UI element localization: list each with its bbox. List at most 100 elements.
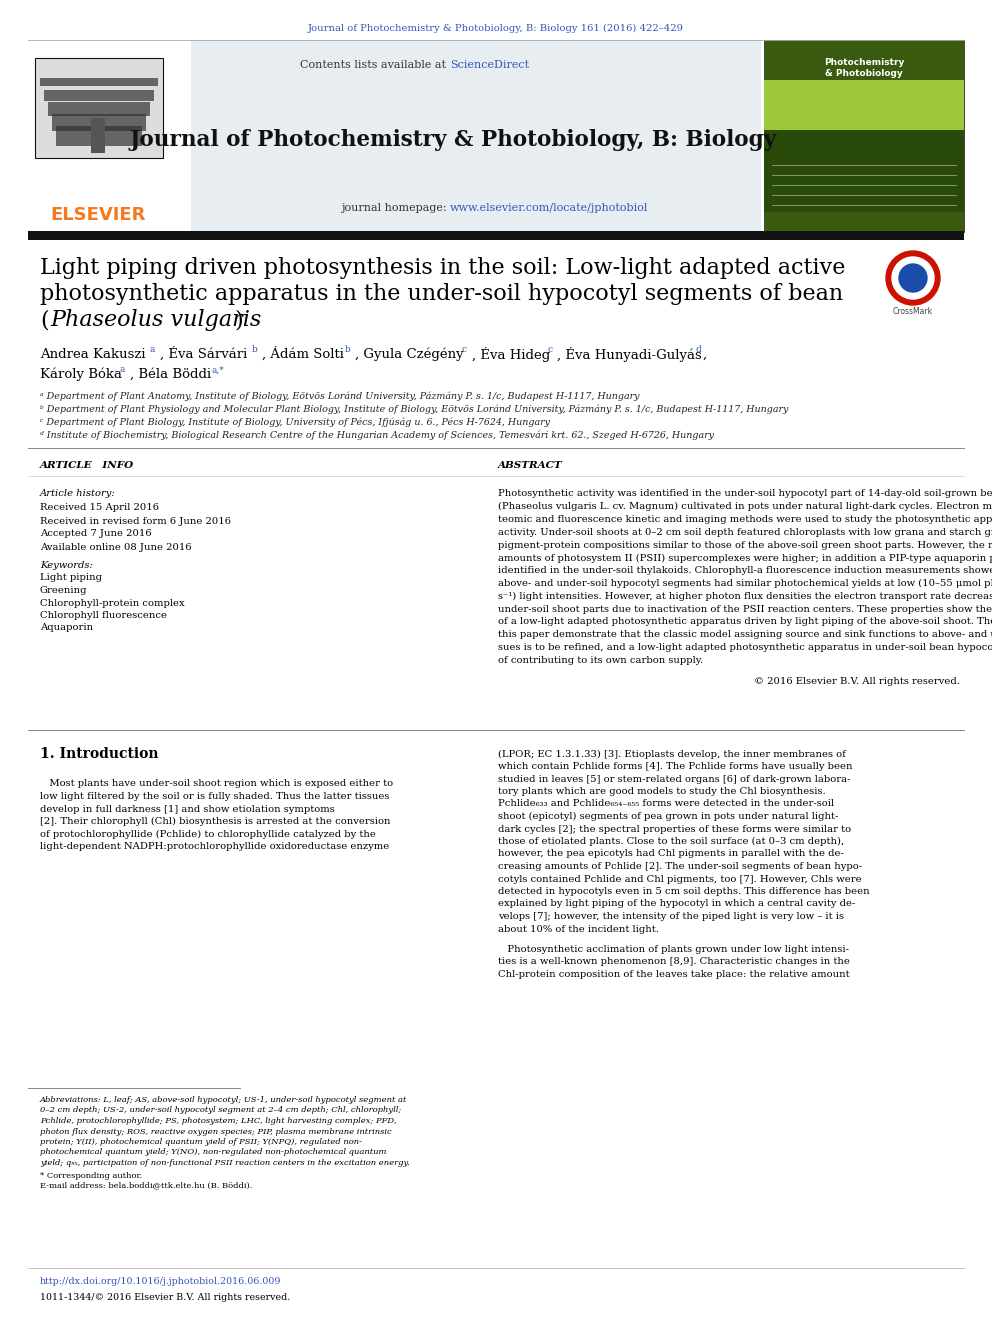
Text: identified in the under-soil thylakoids. Chlorophyll-a fluorescence induction me: identified in the under-soil thylakoids.…	[498, 566, 992, 576]
Text: Chlorophyll-protein complex: Chlorophyll-protein complex	[40, 598, 185, 607]
Text: of protochlorophyllide (Pchlide) to chlorophyllide catalyzed by the: of protochlorophyllide (Pchlide) to chlo…	[40, 830, 376, 839]
Text: those of etiolated plants. Close to the soil surface (at 0–3 cm depth),: those of etiolated plants. Close to the …	[498, 837, 844, 847]
Text: Phaseolus vulgaris: Phaseolus vulgaris	[50, 310, 261, 331]
Text: Andrea Kakuszi: Andrea Kakuszi	[40, 348, 146, 360]
Text: ᶜ Department of Plant Biology, Institute of Biology, University of Pécs, Ifjúság: ᶜ Department of Plant Biology, Institute…	[40, 417, 550, 427]
Text: Photosynthetic acclimation of plants grown under low light intensi-: Photosynthetic acclimation of plants gro…	[498, 945, 849, 954]
Bar	[48, 102, 150, 116]
Text: ScienceDirect: ScienceDirect	[450, 60, 529, 70]
Text: ᵃ Department of Plant Anatomy, Institute of Biology, Eötvös Loránd University, P: ᵃ Department of Plant Anatomy, Institute…	[40, 392, 640, 401]
Text: b: b	[252, 345, 258, 355]
Text: c: c	[462, 345, 467, 355]
Text: Abbreviations: L, leaf; AS, above-soil hypocotyl; US-1, under-soil hypocotyl seg: Abbreviations: L, leaf; AS, above-soil h…	[40, 1095, 408, 1103]
Text: , Éva Hunyadi-Gulyás: , Éva Hunyadi-Gulyás	[557, 347, 701, 361]
Text: Greening: Greening	[40, 586, 87, 595]
Text: a,*: a,*	[211, 365, 224, 374]
Text: Available online 08 June 2016: Available online 08 June 2016	[40, 542, 191, 552]
Text: develop in full darkness [1] and show etiolation symptoms: develop in full darkness [1] and show et…	[40, 804, 334, 814]
Text: journal homepage:: journal homepage:	[341, 202, 450, 213]
Text: Light piping driven photosynthesis in the soil: Low-light adapted active: Light piping driven photosynthesis in th…	[40, 257, 845, 279]
Bar	[764, 79, 964, 169]
Text: studied in leaves [5] or stem-related organs [6] of dark-grown labora-: studied in leaves [5] or stem-related or…	[498, 774, 850, 783]
Text: Journal of Photochemistry & Photobiology, B: Biology 161 (2016) 422–429: Journal of Photochemistry & Photobiology…	[308, 24, 684, 33]
Text: under-soil shoot parts due to inactivation of the PSII reaction centers. These p: under-soil shoot parts due to inactivati…	[498, 605, 992, 614]
Text: , Gyula Czégény: , Gyula Czégény	[355, 347, 463, 361]
Text: pigment-protein compositions similar to those of the above-soil green shoot part: pigment-protein compositions similar to …	[498, 541, 992, 549]
Text: explained by light piping of the hypocotyl in which a central cavity de-: explained by light piping of the hypocot…	[498, 900, 855, 909]
Text: Received 15 April 2016: Received 15 April 2016	[40, 504, 159, 512]
Text: of contributing to its own carbon supply.: of contributing to its own carbon supply…	[498, 656, 703, 665]
Text: Most plants have under-soil shoot region which is exposed either to: Most plants have under-soil shoot region…	[40, 779, 393, 789]
Text: © 2016 Elsevier B.V. All rights reserved.: © 2016 Elsevier B.V. All rights reserved…	[754, 676, 960, 685]
Text: c: c	[547, 345, 553, 355]
Text: CrossMark: CrossMark	[893, 307, 933, 316]
Text: detected in hypocotyls even in 5 cm soil depths. This difference has been: detected in hypocotyls even in 5 cm soil…	[498, 886, 870, 896]
Text: E-mail address: bela.boddi@ttk.elte.hu (B. Böddi).: E-mail address: bela.boddi@ttk.elte.hu (…	[40, 1181, 252, 1189]
Text: Aquaporin: Aquaporin	[40, 623, 93, 632]
Text: creasing amounts of Pchlide [2]. The under-soil segments of bean hypo-: creasing amounts of Pchlide [2]. The und…	[498, 863, 862, 871]
Bar	[764, 130, 964, 212]
Text: ᵈ Institute of Biochemistry, Biological Research Centre of the Hungarian Academy: ᵈ Institute of Biochemistry, Biological …	[40, 430, 714, 439]
Text: cotyls contained Pchlide and Chl pigments, too [7]. However, Chls were: cotyls contained Pchlide and Chl pigment…	[498, 875, 862, 884]
Text: ,: ,	[703, 348, 707, 360]
Text: Chlorophyll fluorescence: Chlorophyll fluorescence	[40, 611, 167, 620]
Bar	[28, 40, 191, 232]
Bar	[28, 40, 761, 232]
Text: Keywords:: Keywords:	[40, 561, 93, 569]
Text: [2]. Their chlorophyll (Chl) biosynthesis is arrested at the conversion: [2]. Their chlorophyll (Chl) biosynthesi…	[40, 816, 391, 826]
Text: Accepted 7 June 2016: Accepted 7 June 2016	[40, 529, 152, 538]
Text: teomic and fluorescence kinetic and imaging methods were used to study the photo: teomic and fluorescence kinetic and imag…	[498, 515, 992, 524]
Text: Pchlide, protochlorophyllide; PS, photosystem; LHC, light harvesting complex; PF: Pchlide, protochlorophyllide; PS, photos…	[40, 1117, 397, 1125]
Bar	[35, 58, 163, 157]
Text: s⁻¹) light intensities. However, at higher photon flux densities the electron tr: s⁻¹) light intensities. However, at high…	[498, 591, 992, 601]
Text: 1011-1344/© 2016 Elsevier B.V. All rights reserved.: 1011-1344/© 2016 Elsevier B.V. All right…	[40, 1294, 291, 1303]
Text: protein; Y(II), photochemical quantum yield of PSII; Y(NPQ), regulated non-: protein; Y(II), photochemical quantum yi…	[40, 1138, 362, 1146]
Bar	[91, 118, 105, 153]
Text: light-dependent NADPH:protochlorophyllide oxidoreductase enzyme: light-dependent NADPH:protochlorophyllid…	[40, 841, 389, 851]
Text: which contain Pchlide forms [4]. The Pchlide forms have usually been: which contain Pchlide forms [4]. The Pch…	[498, 762, 852, 771]
Text: a: a	[150, 345, 156, 355]
Text: however, the pea epicotyls had Chl pigments in parallel with the de-: however, the pea epicotyls had Chl pigme…	[498, 849, 844, 859]
Text: photochemical quantum yield; Y(NO), non-regulated non-photochemical quantum: photochemical quantum yield; Y(NO), non-…	[40, 1148, 387, 1156]
Text: , Ádám Solti: , Ádám Solti	[262, 347, 344, 361]
Circle shape	[886, 251, 940, 306]
Text: Light piping: Light piping	[40, 573, 102, 582]
Text: this paper demonstrate that the classic model assigning source and sink function: this paper demonstrate that the classic …	[498, 630, 992, 639]
Text: http://dx.doi.org/10.1016/j.jphotobiol.2016.06.009: http://dx.doi.org/10.1016/j.jphotobiol.2…	[40, 1278, 282, 1286]
Text: , Béla Böddi: , Béla Böddi	[130, 368, 211, 381]
Text: yield; qₙₓ, participation of non-functional PSII reaction centers in the excitat: yield; qₙₓ, participation of non-functio…	[40, 1159, 410, 1167]
Circle shape	[892, 257, 934, 299]
Text: ): )	[234, 310, 243, 331]
Text: Károly Bóka: Károly Bóka	[40, 368, 122, 381]
Text: Pchlide₆₃₃ and Pchlide₆₅₄₋₆₅₅ forms were detected in the under-soil: Pchlide₆₃₃ and Pchlide₆₅₄₋₆₅₅ forms were…	[498, 799, 834, 808]
Text: ᵇ Department of Plant Physiology and Molecular Plant Biology, Institute of Biolo: ᵇ Department of Plant Physiology and Mol…	[40, 405, 789, 414]
Text: above- and under-soil hypocotyl segments had similar photochemical yields at low: above- and under-soil hypocotyl segments…	[498, 579, 992, 589]
Text: Journal of Photochemistry & Photobiology, B: Biology: Journal of Photochemistry & Photobiology…	[129, 130, 777, 151]
Text: 0–2 cm depth; US-2, under-soil hypocotyl segment at 2–4 cm depth; Chl, chlorophy: 0–2 cm depth; US-2, under-soil hypocotyl…	[40, 1106, 401, 1114]
Bar	[56, 126, 142, 146]
Text: of a low-light adapted photosynthetic apparatus driven by light piping of the ab: of a low-light adapted photosynthetic ap…	[498, 618, 992, 627]
Text: photosynthetic apparatus in the under-soil hypocotyl segments of bean: photosynthetic apparatus in the under-so…	[40, 283, 843, 306]
Text: amounts of photosystem II (PSII) supercomplexes were higher; in addition a PIP-t: amounts of photosystem II (PSII) superco…	[498, 553, 992, 562]
Text: ABSTRACT: ABSTRACT	[498, 462, 562, 471]
Text: Contents lists available at: Contents lists available at	[301, 60, 450, 70]
Bar	[40, 78, 158, 86]
Text: (LPOR; EC 1.3.1.33) [3]. Etioplasts develop, the inner membranes of: (LPOR; EC 1.3.1.33) [3]. Etioplasts deve…	[498, 749, 846, 758]
Text: ARTICLE   INFO: ARTICLE INFO	[40, 462, 134, 471]
Text: www.elsevier.com/locate/jphotobiol: www.elsevier.com/locate/jphotobiol	[450, 202, 649, 213]
Text: dark cycles [2]; the spectral properties of these forms were similar to: dark cycles [2]; the spectral properties…	[498, 824, 851, 833]
Bar	[28, 232, 964, 239]
Text: b: b	[345, 345, 351, 355]
Text: ties is a well-known phenomenon [8,9]. Characteristic changes in the: ties is a well-known phenomenon [8,9]. C…	[498, 958, 850, 967]
Text: activity. Under-soil shoots at 0–2 cm soil depth featured chloroplasts with low : activity. Under-soil shoots at 0–2 cm so…	[498, 528, 992, 537]
Text: 1. Introduction: 1. Introduction	[40, 747, 159, 761]
Text: a: a	[120, 365, 125, 374]
Text: velops [7]; however, the intensity of the piped light is very low – it is: velops [7]; however, the intensity of th…	[498, 912, 844, 921]
Text: sues is to be refined, and a low-light adapted photosynthetic apparatus in under: sues is to be refined, and a low-light a…	[498, 643, 992, 652]
Text: , Éva Sárvári: , Éva Sárvári	[160, 347, 247, 361]
Text: Photochemistry
& Photobiology: Photochemistry & Photobiology	[823, 58, 904, 78]
Text: Photosynthetic activity was identified in the under-soil hypocotyl part of 14-da: Photosynthetic activity was identified i…	[498, 490, 992, 499]
Bar	[44, 90, 154, 101]
Text: (: (	[40, 310, 49, 331]
Bar	[52, 114, 146, 131]
